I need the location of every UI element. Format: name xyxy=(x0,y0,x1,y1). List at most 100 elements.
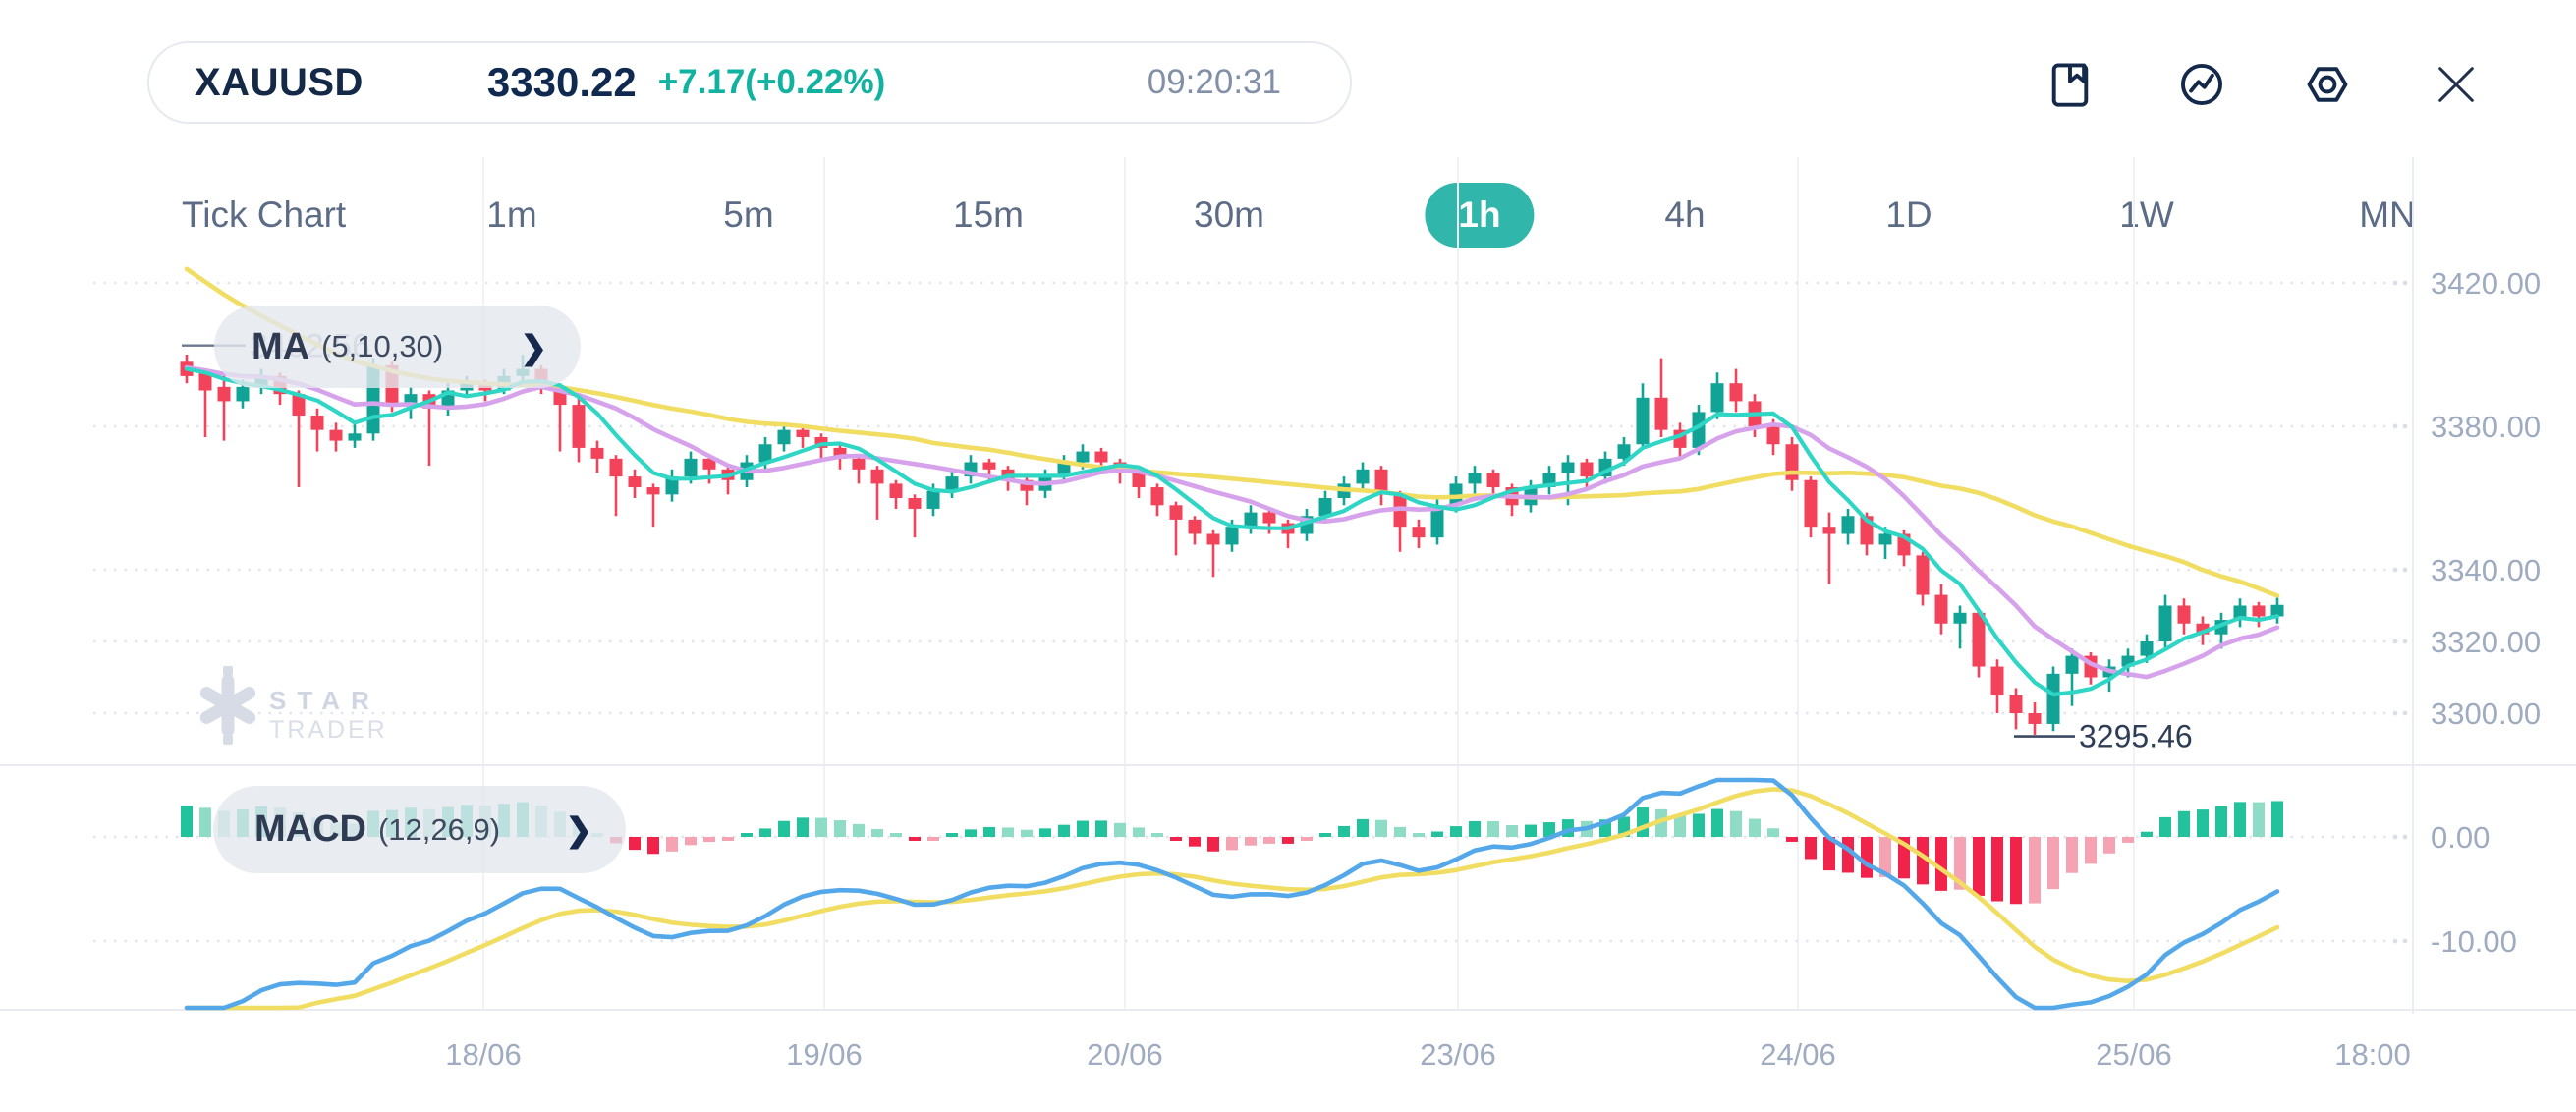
tick-dot xyxy=(2402,834,2408,840)
candle-body xyxy=(758,444,772,463)
macd-histogram-bar xyxy=(722,837,734,841)
candle-body xyxy=(1318,498,1332,517)
macd-histogram-bar xyxy=(1749,818,1761,837)
candle-body xyxy=(2028,713,2042,724)
tab-tick-chart[interactable]: Tick Chart xyxy=(182,195,347,235)
tab-1d[interactable]: 1D xyxy=(1885,195,1932,235)
macd-histogram-bar xyxy=(1002,827,1014,837)
candle-body xyxy=(609,458,623,477)
settings-button[interactable] xyxy=(2299,57,2356,114)
candle-body xyxy=(1878,533,1892,545)
candle-body xyxy=(1486,473,1500,488)
macd-histogram-bar xyxy=(871,829,883,837)
tab-15m[interactable]: 15m xyxy=(953,195,1024,235)
macd-histogram-bar xyxy=(2066,837,2078,873)
axis-label: 3380.00 xyxy=(2431,410,2541,444)
indicator-button[interactable] xyxy=(2173,57,2230,114)
price-change: +7.17(+0.22%) xyxy=(657,63,886,101)
macd-histogram-bar xyxy=(703,837,715,843)
time-axis-labels: 18/06 19/06 20/06 23/06 24/06 25/06 18:00 xyxy=(445,1037,2411,1072)
macd-histogram-bar xyxy=(1506,825,1518,837)
price-axis-labels: 3420.00 3380.00 3340.00 3320.00 3300.00 0.00 -… xyxy=(2392,266,2541,959)
time-label: 19/06 xyxy=(786,1037,863,1072)
macd-histogram-bar xyxy=(983,826,995,837)
macd-histogram-bar xyxy=(1319,833,1331,837)
candle-body xyxy=(292,394,306,417)
indicator-icon xyxy=(2177,60,2226,112)
macd-histogram-bar xyxy=(1189,837,1201,847)
macd-histogram-bar xyxy=(1245,837,1257,846)
tick-dot xyxy=(2402,710,2408,716)
timeframe-tabs: Tick Chart 1m 5m 15m 30m 1h 4h 1D 1W MN xyxy=(0,183,2576,248)
candle-body xyxy=(1356,469,1370,484)
macd-histogram-bar xyxy=(1786,837,1798,842)
candle-body xyxy=(833,447,847,459)
macd-histogram-bar xyxy=(2141,831,2153,837)
close-button[interactable] xyxy=(2428,57,2485,114)
candle-body xyxy=(1412,527,1426,538)
macd-signal-line xyxy=(184,787,2280,1011)
macd-histogram-bar xyxy=(1805,837,1817,860)
tab-mn[interactable]: MN xyxy=(2359,195,2416,235)
macd-histogram-bar xyxy=(629,837,641,851)
macd-histogram-bar xyxy=(647,837,659,855)
macd-histogram-bar xyxy=(1226,837,1238,851)
time-label: 23/06 xyxy=(1420,1037,1496,1072)
candle-body xyxy=(1766,426,1780,445)
axis-label: 0.00 xyxy=(2431,820,2490,855)
macd-histogram-bar xyxy=(1823,837,1835,871)
macd-lines-layer xyxy=(184,777,2280,1011)
tab-5m[interactable]: 5m xyxy=(723,195,774,235)
star-icon xyxy=(199,687,256,724)
candle-body xyxy=(1561,462,1575,473)
candle-body xyxy=(1430,505,1444,538)
macd-line xyxy=(184,777,2280,1011)
tick-dot xyxy=(2392,834,2398,840)
macd-histogram-bar xyxy=(2085,837,2097,864)
candle-body xyxy=(852,458,866,470)
macd-histogram-bar xyxy=(1077,820,1089,837)
tab-1h[interactable]: 1h xyxy=(1425,183,1535,248)
macd-histogram-bar xyxy=(2215,806,2227,837)
candle-body xyxy=(2252,605,2266,617)
macd-histogram-bar xyxy=(1674,815,1686,837)
candle-body xyxy=(1076,451,1090,463)
macd-histogram-bar xyxy=(1357,818,1369,837)
macd-histogram-bar xyxy=(1861,837,1873,878)
ma-indicator-pill[interactable]: MA (5,10,30) ❯ xyxy=(214,306,581,388)
candle-body xyxy=(329,429,343,441)
tab-1m[interactable]: 1m xyxy=(486,195,537,235)
tab-4h[interactable]: 4h xyxy=(1664,195,1706,235)
macd-histogram-bar xyxy=(797,817,809,837)
macd-histogram-bar xyxy=(1282,837,1294,844)
candle-body xyxy=(1841,516,1855,534)
macd-histogram-bar xyxy=(1114,822,1126,837)
time-label: 18:00 xyxy=(2334,1037,2411,1072)
macd-histogram-bar xyxy=(199,807,211,837)
macd-histogram-bar xyxy=(1058,824,1070,837)
watermark-line1: STAR xyxy=(269,686,380,715)
candle-body xyxy=(945,476,959,491)
macd-histogram-bar xyxy=(1133,827,1145,837)
tab-30m[interactable]: 30m xyxy=(1194,195,1264,235)
macd-indicator-pill[interactable]: MACD (12,26,9) ❯ xyxy=(213,786,626,873)
macd-histogram-bar xyxy=(2029,837,2041,904)
macd-histogram-bar xyxy=(2159,816,2171,837)
time-label: 20/06 xyxy=(1087,1037,1163,1072)
candle-body xyxy=(1169,505,1183,520)
macd-histogram-bar xyxy=(1207,837,1219,852)
bookmark-button[interactable] xyxy=(2042,57,2099,114)
ma-indicator-label: MA xyxy=(252,325,310,367)
candle-body xyxy=(1822,527,1836,534)
candle-body xyxy=(777,429,791,445)
tab-1w[interactable]: 1W xyxy=(2119,195,2174,235)
candle-body xyxy=(1468,473,1482,484)
macd-histogram-bar xyxy=(1021,829,1033,837)
candle-body xyxy=(889,483,903,498)
candle-body xyxy=(1188,519,1202,534)
candles-layer xyxy=(180,355,2284,735)
candle-body xyxy=(1617,444,1631,459)
